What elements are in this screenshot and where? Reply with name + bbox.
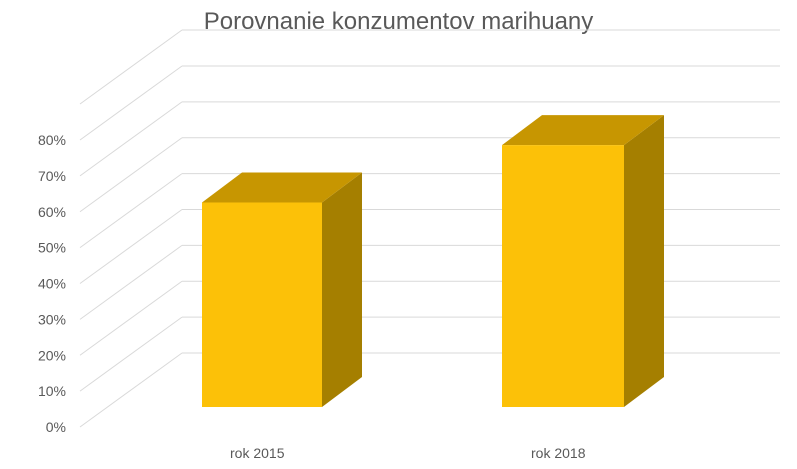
y-tick-label: 60% (38, 204, 66, 220)
bar-top (202, 172, 362, 203)
bars (202, 115, 664, 408)
gridline (79, 352, 780, 428)
gridline (79, 101, 780, 177)
y-tick-label: 0% (46, 419, 66, 435)
y-tick-label: 30% (38, 311, 66, 327)
y-tick-label: 20% (38, 347, 66, 363)
gridlines (79, 29, 780, 428)
bar-front (202, 202, 322, 407)
gridline (79, 209, 780, 284)
y-axis-ticks: 0% 10% 20% 30% 40% 50% 60% 70% 80% (38, 132, 66, 435)
bar-top (502, 115, 664, 146)
gridline (79, 244, 780, 320)
bar (202, 172, 362, 407)
x-category-label: rok 2018 (531, 445, 586, 461)
y-tick-label: 40% (38, 276, 66, 292)
bar (502, 115, 664, 408)
gridline (79, 29, 780, 105)
y-tick-label: 70% (38, 168, 66, 184)
y-tick-label: 10% (38, 383, 66, 399)
x-category-label: rok 2015 (230, 445, 285, 461)
gridline (79, 137, 780, 213)
bar-side (624, 115, 664, 408)
gridline (79, 173, 780, 249)
gridline (79, 316, 780, 392)
bar-front (502, 145, 624, 408)
gridline (79, 65, 780, 141)
y-tick-label: 50% (38, 240, 66, 256)
gridline (79, 280, 780, 356)
y-tick-label: 80% (38, 132, 66, 148)
bar-side (322, 172, 362, 407)
x-axis-categories: rok 2015 rok 2018 (230, 445, 586, 461)
